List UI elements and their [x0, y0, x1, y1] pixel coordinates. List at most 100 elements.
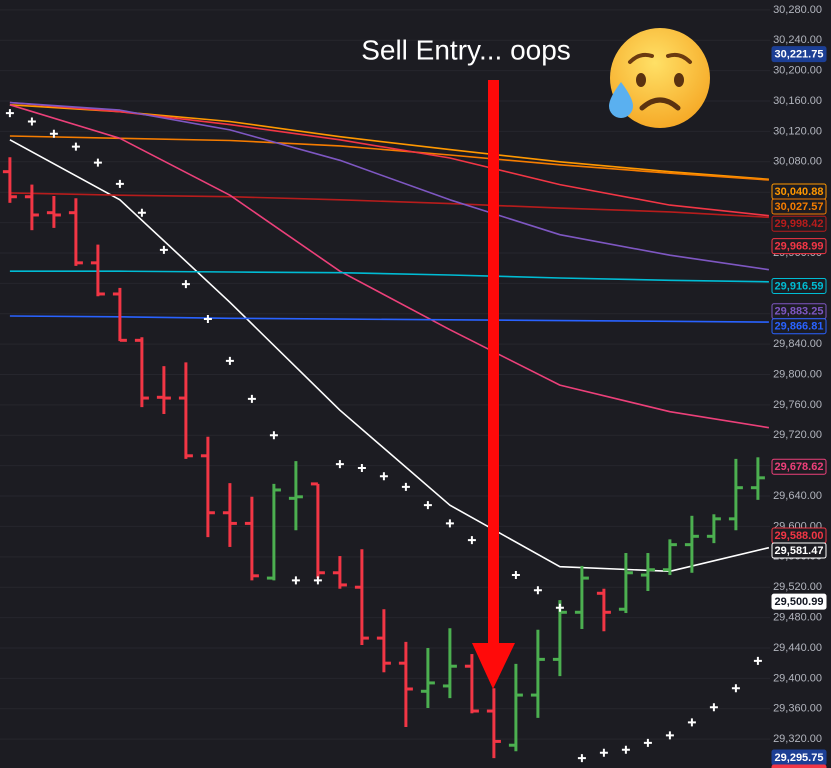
price-label-box [771, 764, 827, 768]
sar-point [731, 684, 740, 693]
y-tick-label: 30,280.00 [773, 4, 822, 16]
sar-point [93, 158, 102, 167]
sar-point [203, 315, 212, 324]
emoji-brow [628, 52, 654, 64]
sar-point [445, 519, 454, 528]
arrow-shaft [488, 80, 499, 646]
price-label: 29,998.42 [775, 218, 824, 230]
price-label-box [771, 238, 827, 255]
sell-arrow [472, 80, 515, 689]
bars [2, 157, 765, 759]
y-tick-label: 29,360.00 [773, 703, 822, 715]
sar-point [511, 571, 520, 580]
ma-line [9, 270, 769, 283]
ma-line [9, 135, 769, 181]
y-tick-label: 29,760.00 [773, 399, 822, 411]
sar-point [401, 482, 410, 491]
sar-point [357, 463, 366, 472]
price-label: 29,500.99 [775, 596, 824, 608]
price-label: 30,221.75 [775, 49, 824, 61]
sar-point [5, 109, 14, 118]
price-label: 29,581.47 [775, 545, 824, 557]
ma-line [9, 315, 769, 323]
sar-point [27, 117, 36, 126]
price-label: 29,866.81 [775, 321, 824, 333]
sar-point [709, 703, 718, 712]
price-label-box [771, 542, 827, 559]
emoji-tear [609, 82, 633, 118]
sar-point [555, 603, 564, 612]
sar [5, 109, 762, 763]
sad-emoji [609, 28, 710, 128]
sar-point [687, 718, 696, 727]
sar-point [159, 245, 168, 254]
y-tick-label: 29,640.00 [773, 490, 822, 502]
sar-point [71, 142, 80, 151]
y-tick-label: 30,160.00 [773, 95, 822, 107]
sar-point [621, 745, 630, 754]
emoji-face [610, 28, 710, 128]
sar-point [665, 731, 674, 740]
sar-point [643, 738, 652, 747]
price-label: 29,916.59 [775, 280, 824, 292]
sar-point [423, 501, 432, 510]
sar-point [49, 129, 58, 138]
y-tick-label: 30,200.00 [773, 65, 822, 77]
ma-line [9, 101, 770, 271]
sar-point [269, 431, 278, 440]
y-tick-label: 29,320.00 [773, 733, 822, 745]
sar-point [313, 576, 322, 585]
y-tick-label: 29,400.00 [773, 672, 822, 684]
sar-point [577, 754, 586, 763]
y-tick-label: 29,520.00 [773, 581, 822, 593]
annotation: Sell Entry... oops [361, 34, 571, 65]
price-label: 29,588.00 [775, 530, 824, 542]
ma-line [9, 192, 769, 219]
arrow-head [472, 643, 515, 689]
emoji-eye [636, 73, 646, 87]
ma-line [9, 104, 770, 429]
sar-point [467, 536, 476, 545]
price-label-box [771, 198, 827, 215]
y-tick-label: 30,240.00 [773, 34, 822, 46]
sar-point [225, 356, 234, 365]
price-label: 29,968.99 [775, 241, 824, 253]
emoji-eye [674, 73, 684, 87]
sar-point [137, 208, 146, 217]
price-label-box [771, 277, 827, 294]
price-labels: 30,221.75 30,040.88 30,027.57 29,998.42 29,9… [771, 46, 827, 768]
price-label-box [771, 215, 827, 232]
y-tick-label: 29,840.00 [773, 338, 822, 350]
price-label: 30,040.88 [775, 186, 824, 198]
sar-point [533, 586, 542, 595]
y-tick-label: 29,800.00 [773, 368, 822, 380]
y-tick-label: 29,440.00 [773, 642, 822, 654]
sar-point [379, 472, 388, 481]
price-label: 29,678.62 [775, 461, 824, 473]
y-tick-label: 29,480.00 [773, 611, 822, 623]
price-label-box [771, 593, 827, 610]
price-label-box [771, 458, 827, 475]
sar-point [247, 394, 256, 403]
sar-point [291, 576, 300, 585]
price-label: 30,027.57 [775, 201, 824, 213]
price-label: 29,283.00 [775, 767, 824, 768]
price-label-box [771, 46, 827, 63]
price-label: 29,883.25 [775, 306, 824, 318]
emoji-brow [666, 52, 692, 64]
price-label-box [771, 318, 827, 335]
emoji-mouth [639, 97, 681, 111]
sar-point [115, 179, 124, 188]
sar-point [181, 280, 190, 289]
y-tick-label: 30,080.00 [773, 156, 822, 168]
lines [9, 101, 770, 573]
sar-point [599, 748, 608, 757]
sar-point [753, 656, 762, 665]
y-tick-label: 30,120.00 [773, 125, 822, 137]
sar-point [335, 460, 344, 469]
y-tick-label: 29,720.00 [773, 429, 822, 441]
